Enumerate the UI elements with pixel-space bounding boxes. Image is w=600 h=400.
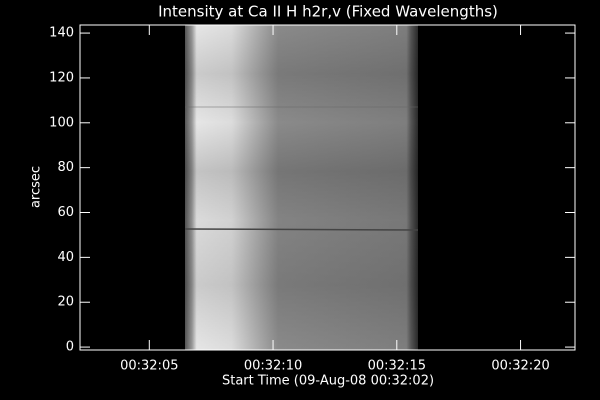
y-tick-label: 60 xyxy=(57,205,74,220)
y-axis-label: arcsec xyxy=(29,166,44,208)
y-tick-label: 140 xyxy=(49,26,74,41)
plot-frame xyxy=(79,24,576,351)
intensity-image xyxy=(184,25,419,350)
chart-title: Intensity at Ca II H h2r,v (Fixed Wavele… xyxy=(158,3,498,21)
y-tick-label: 100 xyxy=(49,115,74,130)
y-tick-label: 80 xyxy=(57,160,74,175)
x-tick-label: 00:32:20 xyxy=(491,359,549,374)
y-tick-label: 0 xyxy=(66,340,74,355)
y-tick-label: 120 xyxy=(49,70,74,85)
y-tick-label: 20 xyxy=(57,295,74,310)
x-axis-label: Start Time (09-Aug-08 00:32:02) xyxy=(222,374,434,389)
x-tick-label: 00:32:15 xyxy=(368,359,426,374)
y-tick-label: 40 xyxy=(57,250,74,265)
x-tick-label: 00:32:10 xyxy=(244,359,302,374)
x-tick-label: 00:32:05 xyxy=(120,359,178,374)
